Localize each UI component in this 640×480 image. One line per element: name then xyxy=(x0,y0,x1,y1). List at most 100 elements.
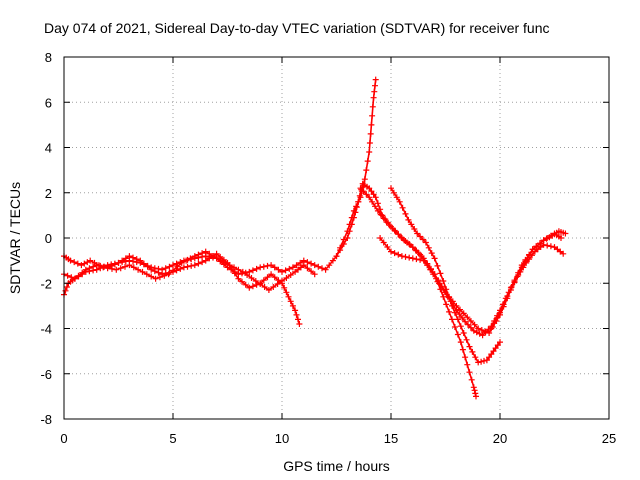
data-point xyxy=(364,158,371,165)
data-point xyxy=(486,330,493,336)
data-point xyxy=(417,233,424,240)
data-point xyxy=(213,255,220,262)
data-point xyxy=(91,259,98,266)
data-point xyxy=(308,260,315,267)
data-point xyxy=(522,256,529,263)
data-point xyxy=(482,329,489,336)
data-point xyxy=(257,264,264,271)
data-point xyxy=(253,265,260,272)
data-point xyxy=(191,253,198,260)
data-point xyxy=(68,274,75,281)
data-point xyxy=(486,354,493,361)
data-point xyxy=(533,243,540,250)
data-point xyxy=(222,259,229,266)
data-point xyxy=(475,325,482,332)
data-point xyxy=(428,266,434,273)
data-point xyxy=(451,324,458,330)
data-point xyxy=(481,357,487,364)
data-point xyxy=(217,253,224,260)
data-point xyxy=(137,257,144,264)
data-point xyxy=(279,278,285,284)
data-point xyxy=(443,286,450,293)
data-point xyxy=(286,265,293,272)
data-point xyxy=(372,76,379,83)
data-point xyxy=(411,226,418,232)
data-point xyxy=(265,287,272,293)
data-point xyxy=(239,268,246,275)
data-point xyxy=(384,244,391,250)
data-point xyxy=(130,254,136,261)
data-point xyxy=(355,198,362,205)
data-point xyxy=(257,281,264,287)
data-point xyxy=(226,262,233,269)
data-point xyxy=(122,255,129,262)
data-point xyxy=(191,262,198,269)
data-point xyxy=(457,306,463,313)
data-point xyxy=(454,316,461,323)
data-point xyxy=(271,264,278,271)
data-point xyxy=(459,314,466,321)
data-point xyxy=(434,262,441,269)
data-point xyxy=(398,234,405,241)
data-point xyxy=(544,242,551,249)
data-point xyxy=(115,259,122,266)
data-point xyxy=(472,390,479,397)
data-point xyxy=(264,262,271,269)
data-point xyxy=(174,263,181,270)
data-point xyxy=(424,262,431,269)
data-series xyxy=(61,76,569,400)
data-point xyxy=(466,343,473,350)
data-point xyxy=(374,200,381,207)
data-point xyxy=(293,311,300,318)
data-point xyxy=(369,112,376,119)
x-axis-label: GPS time / hours xyxy=(283,458,390,474)
data-point xyxy=(471,387,478,394)
data-point xyxy=(558,235,564,241)
data-point xyxy=(391,250,398,257)
data-point xyxy=(170,267,176,274)
data-point xyxy=(408,221,415,228)
data-point xyxy=(366,149,373,155)
y-tick-label: -6 xyxy=(40,367,52,382)
data-point xyxy=(467,318,474,324)
data-point xyxy=(329,257,336,264)
data-point xyxy=(420,257,427,264)
data-point xyxy=(109,265,115,272)
data-point xyxy=(380,239,387,246)
series-line xyxy=(63,250,316,291)
data-point xyxy=(333,253,340,260)
data-point xyxy=(74,260,81,267)
data-point xyxy=(87,257,94,264)
data-point xyxy=(139,268,146,275)
data-point xyxy=(308,268,315,275)
data-point xyxy=(130,264,137,271)
data-point xyxy=(449,316,455,323)
data-point xyxy=(75,272,82,279)
data-point xyxy=(529,246,536,253)
data-point xyxy=(434,278,441,285)
data-point xyxy=(449,302,455,309)
data-point xyxy=(117,265,124,272)
data-point xyxy=(156,274,163,281)
data-point xyxy=(457,323,464,330)
data-point xyxy=(126,262,133,269)
data-point xyxy=(440,293,447,300)
data-point xyxy=(252,278,259,284)
data-point xyxy=(405,216,412,223)
data-point xyxy=(469,348,476,355)
data-point xyxy=(184,263,191,270)
data-point xyxy=(374,207,381,214)
series-track-3 xyxy=(61,248,318,293)
data-point xyxy=(462,318,469,325)
data-point xyxy=(311,271,318,278)
data-point xyxy=(409,255,416,262)
data-point xyxy=(494,314,501,321)
data-point xyxy=(473,393,479,400)
data-point xyxy=(451,309,458,316)
data-point xyxy=(95,262,102,269)
data-point xyxy=(104,265,111,272)
data-point xyxy=(488,325,495,332)
data-point xyxy=(395,231,402,238)
data-point xyxy=(64,272,71,279)
data-point xyxy=(202,257,209,264)
